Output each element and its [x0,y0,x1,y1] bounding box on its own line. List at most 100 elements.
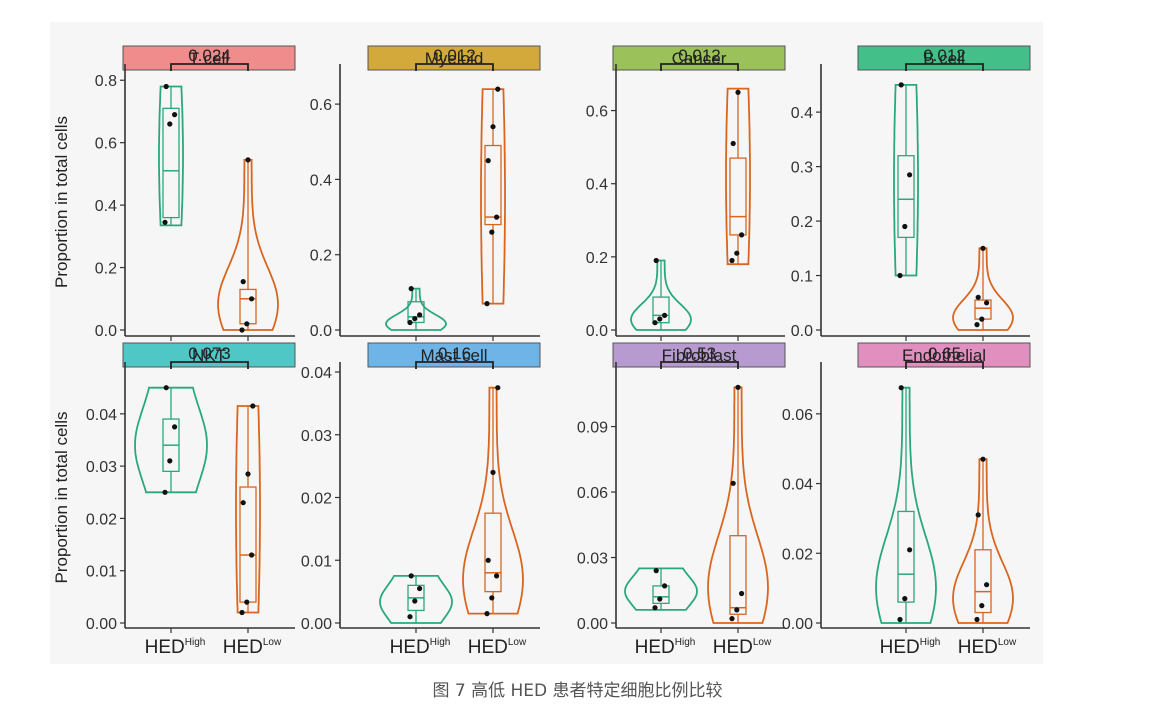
p-value-label: 0.024 [188,46,231,65]
facet-title: NKT [192,346,226,365]
data-point [730,480,736,486]
significance-bracket [905,361,984,369]
y-tick-label: 0.03 [86,459,117,476]
box [484,512,502,593]
data-point [408,286,414,292]
data-point [652,605,658,611]
x-tick-label: HEDLow [713,637,772,658]
x-tick-label: HEDHigh [880,637,941,658]
y-tick-label: 0.3 [791,160,813,177]
data-point [657,596,663,602]
significance-bracket [170,63,249,71]
violin-hedlow [235,405,261,614]
data-point [495,385,501,391]
y-tick-label: 0.00 [86,616,117,633]
data-point [974,322,980,328]
data-point [412,316,418,322]
violin-hedhigh [624,567,698,611]
panel-nkt: NKT 0.00 0.01 0.02 0.03 0.04 0.073 HEDHigh HEDLo… [86,342,296,658]
facet-strip [612,45,786,71]
y-tick-label: 0.4 [310,172,332,189]
data-point [245,471,251,477]
y-tick-label: 0.06 [577,485,608,502]
data-point [162,219,168,225]
box [652,296,670,324]
panel-endothelial: Endothelial 0.00 0.02 0.04 0.06 0.65 HEDHigh HE… [782,342,1031,658]
data-point [979,603,985,609]
data-point [980,245,986,251]
data-point [484,301,490,307]
data-point [898,385,904,391]
data-point [490,469,496,475]
data-point [734,250,740,256]
y-tick-label: 0.04 [86,407,117,424]
data-point [653,568,659,574]
data-point [734,607,740,613]
y-tick-label: 0.2 [791,214,813,231]
box [729,535,747,615]
violin-hedhigh [630,259,692,331]
data-point [485,158,491,164]
data-point [652,320,658,326]
data-point [172,424,178,430]
facet-strip [122,342,296,368]
violin-hedlow [952,247,1014,331]
data-point [979,316,985,322]
data-point [974,616,980,623]
data-point [980,456,986,462]
data-point [657,316,663,322]
y-axis-title: Proportion in total cells [52,412,71,584]
box [484,144,502,226]
y-tick-label: 0.4 [791,105,813,122]
y-tick-label: 0.0 [791,323,813,340]
data-point [250,403,256,409]
y-tick-label: 0.02 [301,491,332,508]
box [897,155,915,239]
y-tick-label: 0.00 [577,616,608,633]
data-point [495,86,501,92]
box [729,157,747,236]
y-tick-label: 0.00 [301,616,332,633]
figure-caption: 图 7 高低 HED 患者特定细胞比例比较 [432,681,723,701]
data-point [490,124,496,130]
data-point [653,257,659,264]
box [974,549,992,614]
facet-strip [857,45,1031,71]
violin-hedhigh [893,84,919,277]
violin-hedhigh [158,85,184,227]
y-tick-label: 0.6 [310,97,332,114]
violin-hedhigh [875,386,937,624]
box [897,510,915,603]
data-point [975,294,981,300]
y-tick-label: 0.1 [791,269,813,286]
data-point [163,83,169,90]
x-tick-label: HEDHigh [390,637,451,658]
y-tick-label: 0.2 [310,248,332,265]
data-point [739,590,745,597]
significance-bracket [170,361,249,369]
figure-panel: T cell 0.0 0.2 0.4 0.6 0.8 0.024 Myeloid 0.0 0.2 0… [50,22,1043,664]
y-tick-label: 0.2 [586,250,608,267]
data-point [897,616,903,623]
significance-bracket [905,63,984,71]
x-tick-label: HEDLow [223,637,282,658]
significance-bracket [660,361,739,369]
data-point [407,614,413,620]
significance-bracket [415,63,494,71]
facet-title: Fibroblast [662,346,737,365]
data-point [240,279,246,285]
data-point [240,500,246,506]
facet-title: Mast cell [420,346,487,365]
data-point [489,595,495,601]
data-point [408,573,414,579]
data-point [417,312,423,318]
data-point [163,385,169,391]
data-point [984,582,990,588]
box [239,288,257,325]
data-point [975,512,981,518]
data-point [412,598,418,604]
data-point [907,172,913,178]
y-tick-label: 0.4 [95,198,117,215]
